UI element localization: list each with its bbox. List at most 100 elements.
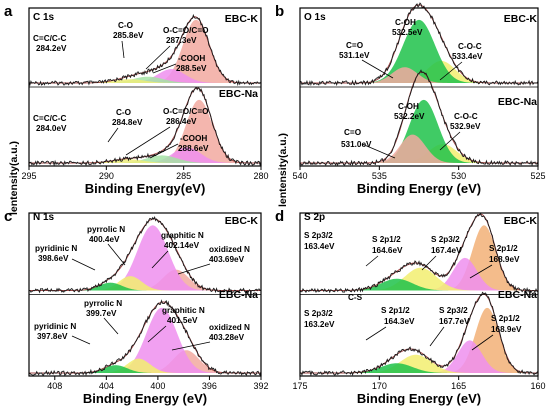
- annotations-b: C-OH 532.5eV C=O 531.1eV C-O-C 533.4eV C…: [339, 18, 483, 159]
- peak-label: pyrrolic N: [84, 299, 122, 308]
- panel-letter-b: b: [275, 3, 284, 20]
- component-fill: [29, 225, 261, 291]
- sample-label-b-bottom: EBC-Na: [498, 96, 537, 108]
- x-tick-label: 408: [47, 381, 62, 391]
- peak-label: C-O-C: [454, 112, 478, 121]
- peak-energy: 401.5eV: [167, 316, 198, 325]
- leader-line: [145, 45, 171, 70]
- component-fill: [300, 67, 538, 83]
- peak-label: pyridinic N: [34, 322, 76, 331]
- peak-label: S 2p3/2: [304, 231, 333, 240]
- leader-line: [71, 258, 96, 271]
- leader-line: [471, 334, 494, 351]
- x-tick-label: 525: [530, 171, 545, 181]
- core-level-label-c: N 1s: [33, 212, 55, 223]
- component-fill: [300, 363, 538, 373]
- component-fill: [29, 99, 261, 163]
- x-tick-label: 530: [451, 171, 466, 181]
- panel-b: 525 530 535 540 Binding Energy (eV): [292, 2, 546, 196]
- peak-label: C-O: [118, 21, 134, 30]
- leader-line: [365, 255, 379, 267]
- leader-line: [469, 264, 493, 279]
- x-tick-label: 285: [176, 171, 191, 181]
- peak-energy: 285.8eV: [113, 31, 144, 40]
- measured-spectrum: [28, 86, 262, 167]
- x-tick-label: 290: [99, 171, 114, 181]
- measured-spectrum: [299, 291, 539, 377]
- peak-label: S 2p3/2: [431, 235, 460, 244]
- peak-label: S 2p3/2: [304, 309, 333, 318]
- peak-energy: 532.5eV: [392, 28, 423, 37]
- panel-a: 280 285 290 295 Binding Energy(eV): [21, 7, 269, 196]
- peak-energy: 287.3eV: [166, 36, 197, 45]
- x-tick-label: 404: [99, 381, 114, 391]
- leader-line: [177, 263, 211, 275]
- component-fill: [300, 354, 538, 373]
- measured-spectrum: [299, 69, 539, 167]
- leader-line: [421, 255, 437, 271]
- peak-label: O-C=O/C=O: [163, 26, 209, 35]
- x-tick-label: 295: [21, 171, 36, 181]
- y-axis-label-right: lentensity(a.u.): [277, 133, 289, 207]
- sample-label-c-top: EBC-K: [225, 215, 259, 227]
- leader-line: [439, 131, 461, 151]
- peak-label: C=C/C-C: [33, 34, 67, 43]
- component-fill: [29, 76, 261, 83]
- peak-label: C-O-C: [458, 42, 482, 51]
- sample-label-a-bottom: EBC-Na: [219, 88, 258, 100]
- peak-energy: 288.5eV: [176, 64, 207, 73]
- peak-energy: 284.0eV: [36, 124, 67, 133]
- peak-label: C-O: [116, 108, 132, 117]
- component-fill: [29, 155, 261, 163]
- x-axis-label: Binding Energy (eV): [83, 391, 207, 406]
- x-axis-label: Binding Energy (eV): [357, 391, 481, 406]
- peak-label: S 2p1/2: [372, 235, 401, 244]
- peak-energy: 284.8eV: [112, 118, 143, 127]
- sample-label-b-top: EBC-K: [504, 13, 538, 25]
- measured-spectrum: [28, 215, 262, 294]
- measured-spectrum: [299, 212, 539, 294]
- panel-c: 392 396 400 404 408 Binding Energy (eV): [28, 212, 269, 406]
- leader-line: [361, 59, 394, 79]
- peak-label: S 2p1/2: [381, 306, 410, 315]
- peak-label: graphitic N: [161, 231, 204, 240]
- leader-line: [365, 326, 387, 341]
- annotation-c-s: C-S: [348, 293, 363, 302]
- peak-label: graphitic N: [162, 306, 205, 315]
- component-fill: [300, 267, 538, 291]
- peak-energy: 403.69eV: [209, 255, 245, 264]
- component-fill: [29, 350, 261, 373]
- x-axis-label: Binding Energy(eV): [85, 181, 206, 196]
- y-axis-label-left: lentensity(a.u.): [8, 141, 20, 215]
- measured-spectrum: [28, 13, 262, 87]
- peak-energy: 164.3eV: [384, 317, 415, 326]
- x-tick-label: 540: [292, 171, 307, 181]
- peak-label: C=O: [346, 41, 364, 50]
- leader-line: [152, 63, 177, 74]
- peak-label: S 2p1/2: [489, 244, 518, 253]
- component-fill: [29, 276, 261, 291]
- component-fill: [29, 19, 261, 83]
- peak-energy: 533.4eV: [452, 52, 483, 61]
- peak-energy: 163.4eV: [304, 242, 335, 251]
- component-fill: [29, 307, 261, 373]
- leader-line: [171, 341, 211, 351]
- annotations-c: pyrrolic N 400.4eV pyridinic N 398.6eV g…: [34, 225, 250, 351]
- core-level-label-d: S 2p: [304, 212, 325, 223]
- leader-line: [147, 325, 167, 343]
- annotations-a: C=C/C-C 284.2eV C-O 285.8eV O-C=O/C=O 28…: [33, 21, 209, 159]
- peak-energy: 400.4eV: [89, 235, 120, 244]
- peak-energy: 532.9eV: [450, 122, 481, 131]
- annotations-d: S 2p3/2 163.4eV S 2p1/2 164.6eV S 2p3/2 …: [304, 231, 522, 351]
- leader-line: [121, 40, 125, 59]
- peak-energy: 164.6eV: [372, 246, 403, 255]
- leader-line: [125, 126, 171, 156]
- x-tick-label: 160: [530, 381, 545, 391]
- panel-letter-d: d: [275, 208, 284, 225]
- leader-line: [151, 250, 169, 269]
- panel-letter-c: c: [4, 208, 12, 225]
- x-tick-label: 396: [202, 381, 217, 391]
- leader-line: [71, 335, 91, 345]
